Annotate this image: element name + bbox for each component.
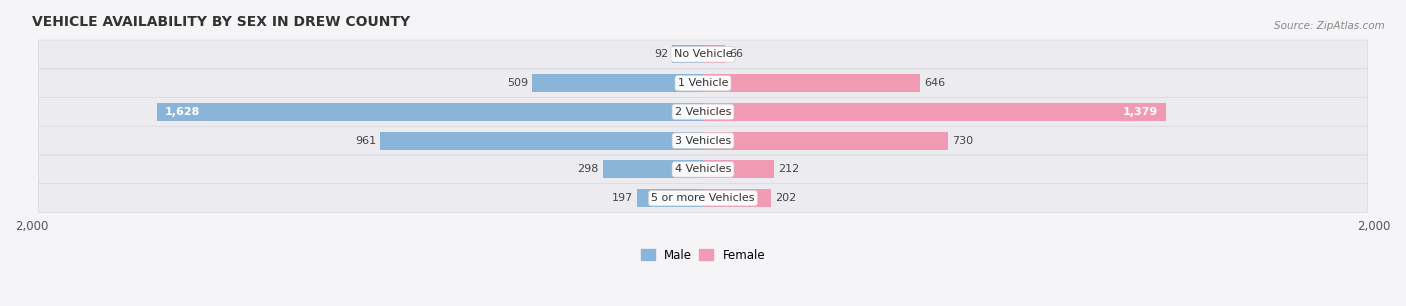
Bar — [703, 46, 725, 63]
Bar — [703, 189, 770, 207]
FancyBboxPatch shape — [38, 126, 1368, 155]
Bar — [672, 46, 703, 63]
Legend: Male, Female: Male, Female — [636, 244, 770, 267]
FancyBboxPatch shape — [38, 155, 1368, 184]
Text: 66: 66 — [730, 49, 744, 59]
Text: 197: 197 — [612, 193, 633, 203]
Text: 4 Vehicles: 4 Vehicles — [675, 164, 731, 174]
Text: VEHICLE AVAILABILITY BY SEX IN DREW COUNTY: VEHICLE AVAILABILITY BY SEX IN DREW COUN… — [32, 15, 409, 29]
Text: 961: 961 — [356, 136, 377, 146]
FancyBboxPatch shape — [38, 184, 1368, 212]
Text: 5 or more Vehicles: 5 or more Vehicles — [651, 193, 755, 203]
Bar — [703, 160, 775, 178]
Bar — [703, 103, 1166, 121]
Bar — [703, 74, 920, 92]
Bar — [381, 132, 703, 150]
Text: 92: 92 — [654, 49, 668, 59]
Text: 298: 298 — [578, 164, 599, 174]
Text: 3 Vehicles: 3 Vehicles — [675, 136, 731, 146]
Text: 1 Vehicle: 1 Vehicle — [678, 78, 728, 88]
Text: No Vehicle: No Vehicle — [673, 49, 733, 59]
FancyBboxPatch shape — [38, 40, 1368, 69]
Text: 1,379: 1,379 — [1122, 107, 1157, 117]
FancyBboxPatch shape — [38, 98, 1368, 126]
Bar — [603, 160, 703, 178]
Bar — [156, 103, 703, 121]
FancyBboxPatch shape — [38, 69, 1368, 98]
Text: Source: ZipAtlas.com: Source: ZipAtlas.com — [1274, 21, 1385, 32]
Text: 730: 730 — [952, 136, 973, 146]
Text: 212: 212 — [778, 164, 800, 174]
Bar — [637, 189, 703, 207]
Bar — [531, 74, 703, 92]
Text: 2 Vehicles: 2 Vehicles — [675, 107, 731, 117]
Bar — [703, 132, 948, 150]
Text: 646: 646 — [924, 78, 945, 88]
Text: 202: 202 — [775, 193, 796, 203]
Text: 509: 509 — [508, 78, 529, 88]
Text: 1,628: 1,628 — [165, 107, 200, 117]
